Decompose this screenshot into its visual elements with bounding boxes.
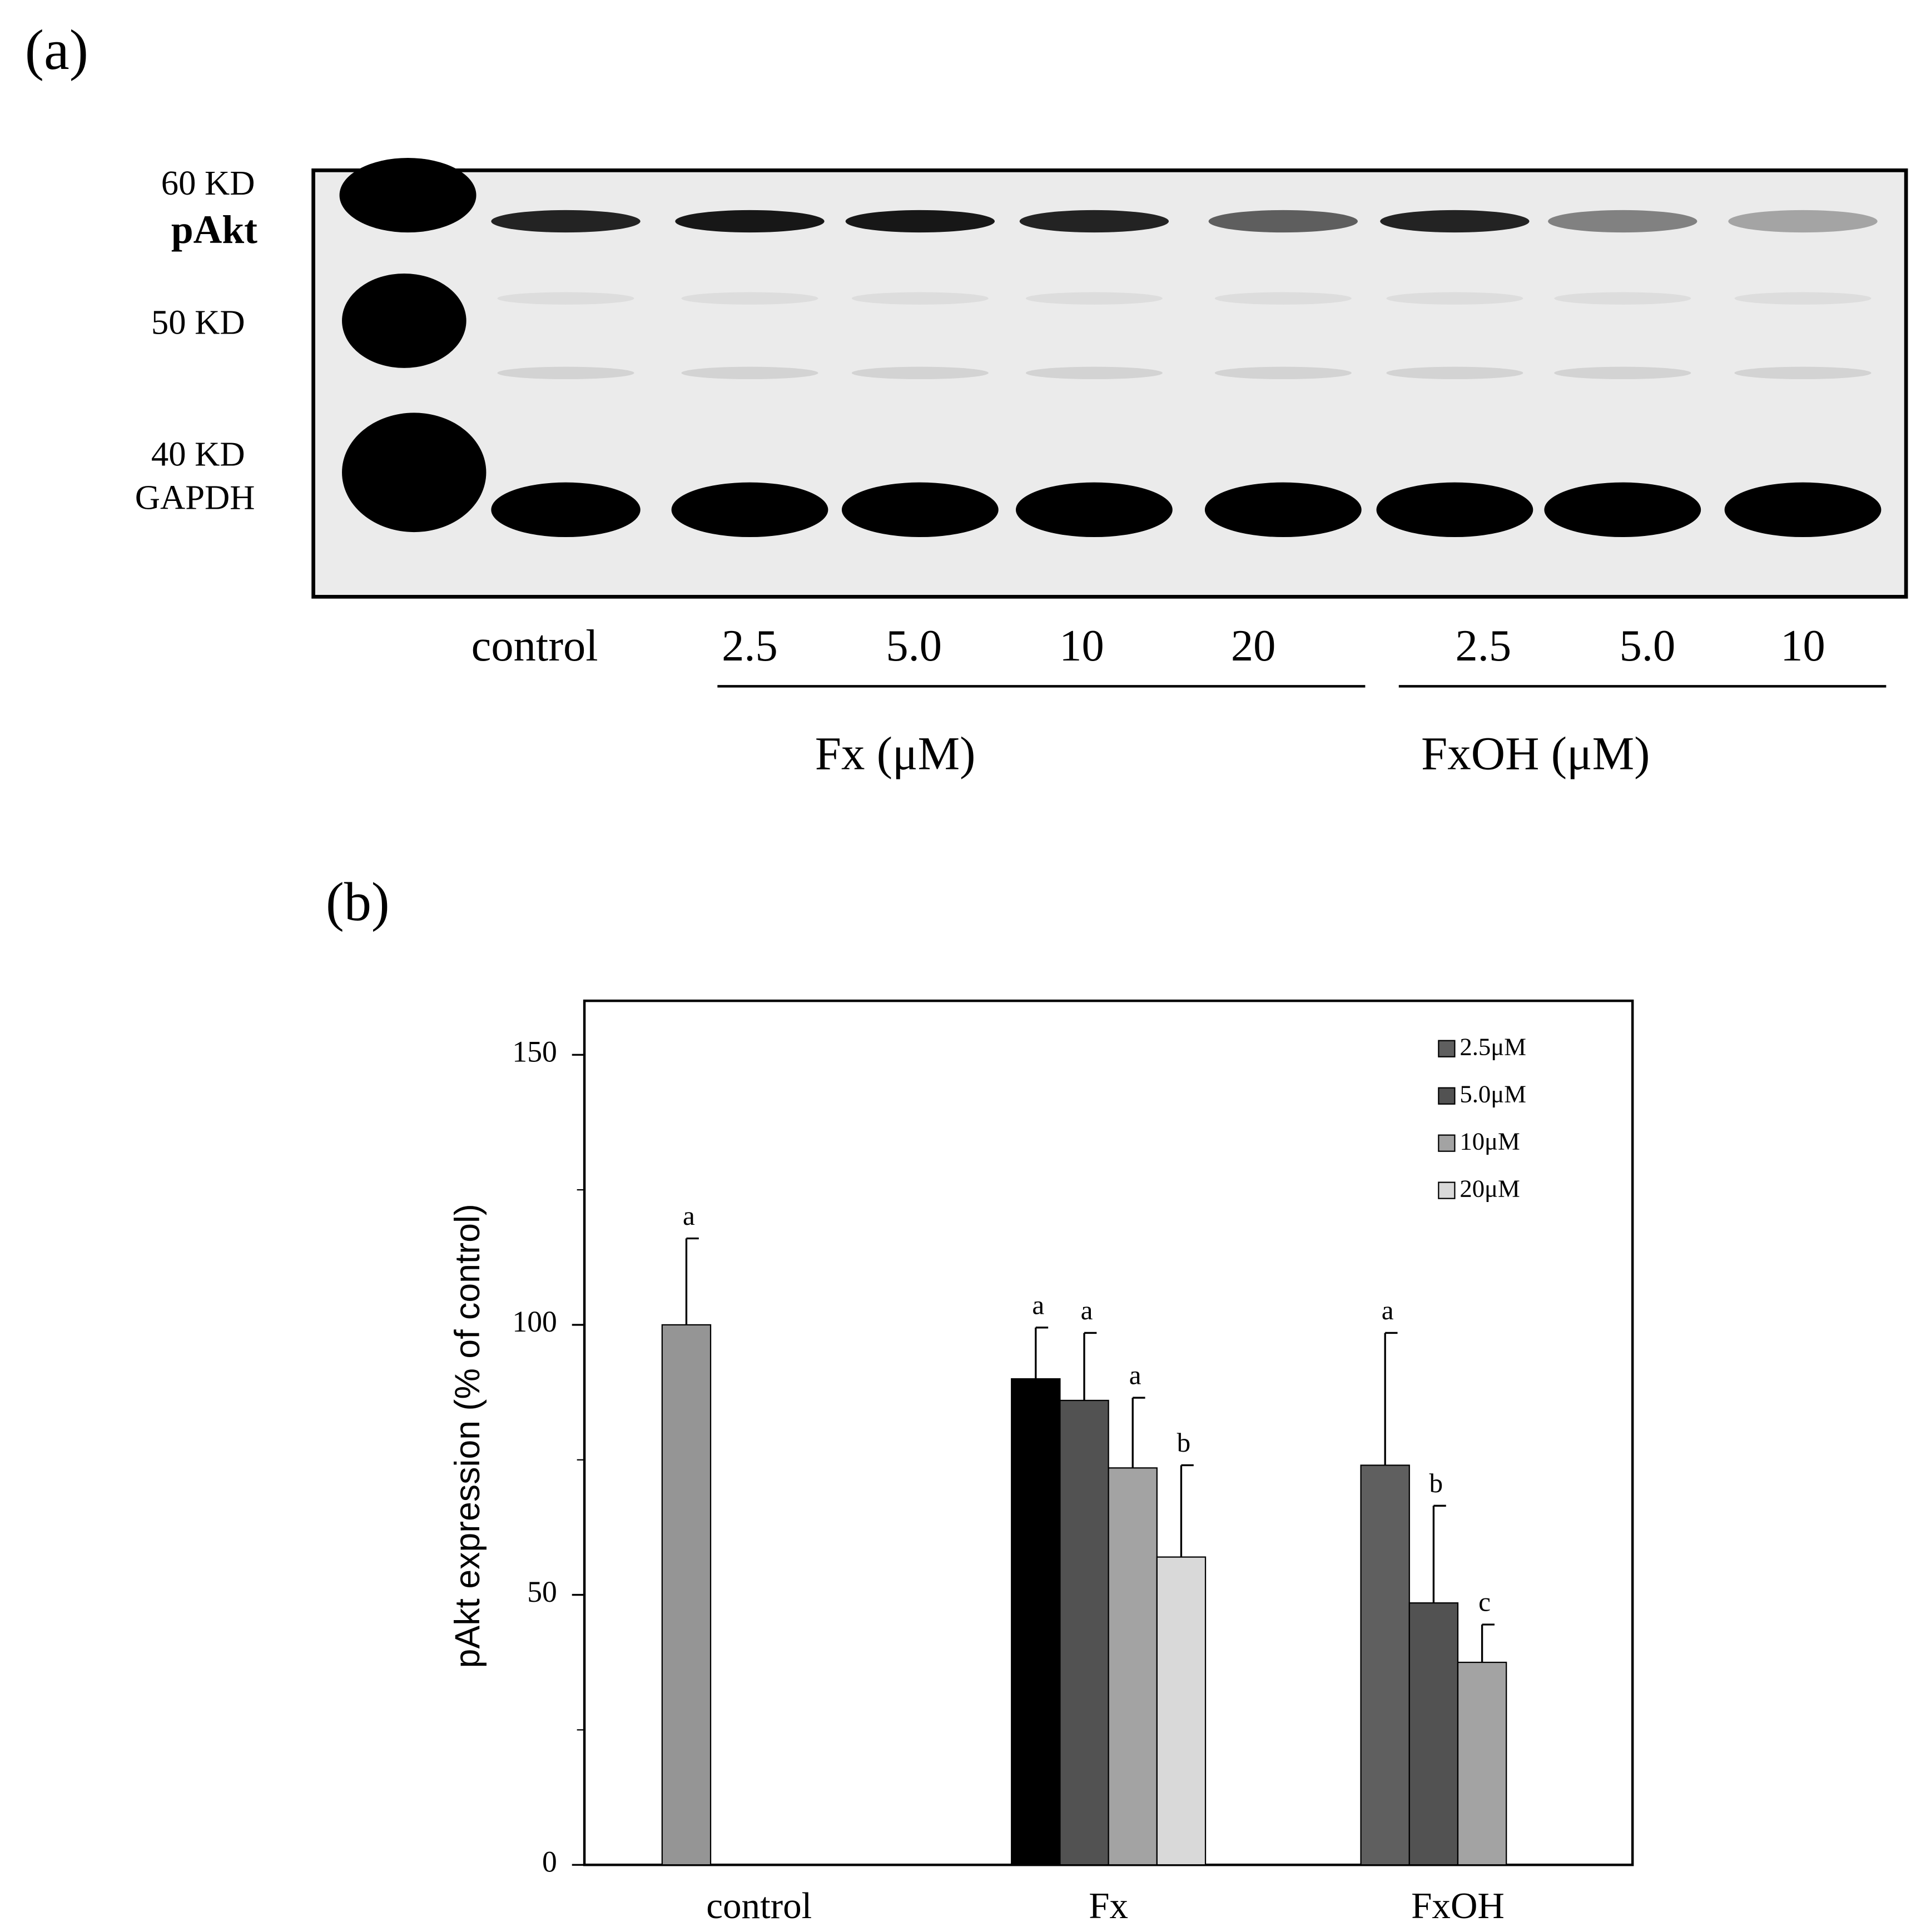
blot bbox=[311, 157, 1908, 599]
faint-band bbox=[1554, 366, 1691, 380]
gapdh-band bbox=[1376, 482, 1533, 538]
panel-label: (b) bbox=[326, 872, 390, 932]
error-bar bbox=[1481, 1623, 1495, 1662]
error-bar bbox=[1083, 1332, 1097, 1400]
bar bbox=[1457, 1661, 1507, 1866]
faint-band bbox=[1025, 292, 1163, 305]
error-bar bbox=[1384, 1332, 1398, 1466]
gapdh-band bbox=[841, 482, 999, 538]
pakt-band bbox=[1019, 210, 1169, 233]
legend-swatch bbox=[1438, 1040, 1456, 1057]
error-bar bbox=[1180, 1464, 1194, 1557]
panel-label: (a) bbox=[25, 18, 88, 82]
significance-label: a bbox=[683, 1200, 695, 1231]
error-bar bbox=[685, 1237, 699, 1325]
error-bar bbox=[1432, 1504, 1446, 1603]
significance-label: a bbox=[1032, 1289, 1044, 1320]
ladder-band bbox=[342, 273, 466, 368]
faint-band bbox=[1734, 366, 1872, 380]
marker-label: GAPDH bbox=[135, 478, 255, 517]
significance-label: a bbox=[1081, 1295, 1093, 1325]
gapdh-band bbox=[1724, 482, 1882, 538]
bar bbox=[1360, 1464, 1410, 1866]
significance-label: a bbox=[1382, 1295, 1394, 1325]
x-tick-label: FxOH bbox=[1411, 1885, 1505, 1926]
gapdh-band bbox=[1016, 482, 1173, 538]
faint-band bbox=[1734, 292, 1872, 305]
y-tick-label: 0 bbox=[542, 1845, 557, 1879]
lane-label: 5.0 bbox=[886, 621, 942, 671]
faint-band bbox=[1214, 292, 1352, 305]
pakt-band bbox=[1380, 210, 1530, 233]
marker-label: pAkt bbox=[171, 208, 257, 252]
lane-label: 10 bbox=[1059, 621, 1104, 671]
pakt-band bbox=[491, 210, 641, 233]
legend-swatch bbox=[1438, 1181, 1456, 1199]
y-tick-label: 100 bbox=[512, 1305, 557, 1338]
faint-band bbox=[681, 366, 818, 380]
significance-label: c bbox=[1478, 1587, 1491, 1617]
lane-label: 10 bbox=[1780, 621, 1825, 671]
legend-label: 20μM bbox=[1460, 1175, 1520, 1203]
group-label: FxOH (μM) bbox=[1421, 728, 1650, 780]
legend-swatch bbox=[1438, 1087, 1456, 1105]
pakt-band bbox=[1548, 210, 1697, 233]
ladder-band bbox=[342, 413, 487, 533]
faint-band bbox=[497, 366, 634, 380]
significance-label: a bbox=[1129, 1360, 1141, 1390]
legend-swatch bbox=[1438, 1134, 1456, 1152]
lane-label: 5.0 bbox=[1620, 621, 1676, 671]
faint-band bbox=[851, 292, 989, 305]
lane-label: 2.5 bbox=[722, 621, 778, 671]
legend-label: 2.5μM bbox=[1460, 1033, 1526, 1061]
group-label: Fx (μM) bbox=[815, 728, 976, 780]
significance-label: b bbox=[1429, 1468, 1443, 1498]
y-axis-label: pAkt expression (% of control) bbox=[448, 1204, 487, 1668]
faint-band bbox=[1386, 366, 1523, 380]
lane-label: 20 bbox=[1231, 621, 1275, 671]
lane-label: control bbox=[471, 621, 598, 671]
gapdh-band bbox=[1544, 482, 1701, 538]
faint-band bbox=[1214, 366, 1352, 380]
y-tick-label: 50 bbox=[527, 1575, 557, 1608]
bar bbox=[1059, 1399, 1109, 1866]
ladder-band bbox=[339, 157, 476, 233]
pakt-band bbox=[845, 210, 995, 233]
bands bbox=[491, 210, 1882, 538]
pakt-band bbox=[675, 210, 825, 233]
faint-band bbox=[497, 292, 634, 305]
faint-band bbox=[1025, 366, 1163, 380]
lane-label: 2.5 bbox=[1456, 621, 1512, 671]
gapdh-band bbox=[1204, 482, 1362, 538]
significance-label: b bbox=[1177, 1427, 1191, 1458]
marker-label: 60 KD bbox=[161, 163, 255, 202]
x-tick-label: Fx bbox=[1089, 1885, 1128, 1926]
marker-label: 40 KD bbox=[151, 434, 245, 473]
bar bbox=[1108, 1467, 1158, 1866]
legend-label: 10μM bbox=[1460, 1128, 1520, 1155]
error-bar bbox=[1035, 1327, 1049, 1379]
y-tick-label: 150 bbox=[512, 1035, 557, 1069]
faint-band bbox=[851, 366, 989, 380]
marker-label: 50 KD bbox=[151, 302, 245, 341]
error-bar bbox=[1131, 1397, 1145, 1468]
bar bbox=[1011, 1378, 1061, 1866]
legend-label: 5.0μM bbox=[1460, 1080, 1526, 1108]
bar bbox=[1156, 1556, 1207, 1866]
faint-band bbox=[1386, 292, 1523, 305]
gapdh-band bbox=[491, 482, 641, 538]
gapdh-band bbox=[671, 482, 828, 538]
faint-band bbox=[1554, 292, 1691, 305]
bar bbox=[661, 1324, 712, 1866]
faint-band bbox=[681, 292, 818, 305]
x-tick-label: control bbox=[706, 1885, 812, 1926]
bar bbox=[1408, 1602, 1459, 1866]
pakt-band bbox=[1208, 210, 1358, 233]
pakt-band bbox=[1728, 210, 1878, 233]
